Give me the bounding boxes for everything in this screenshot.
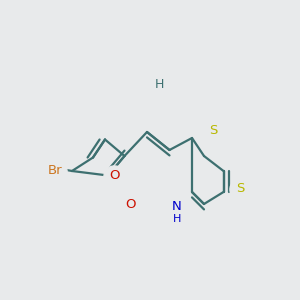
Text: S: S bbox=[209, 124, 217, 137]
Text: O: O bbox=[125, 197, 136, 211]
Text: O: O bbox=[109, 169, 119, 182]
Text: S: S bbox=[236, 182, 244, 196]
Text: H: H bbox=[154, 77, 164, 91]
Text: H: H bbox=[173, 214, 181, 224]
Text: Br: Br bbox=[48, 164, 63, 178]
Text: N: N bbox=[172, 200, 182, 214]
